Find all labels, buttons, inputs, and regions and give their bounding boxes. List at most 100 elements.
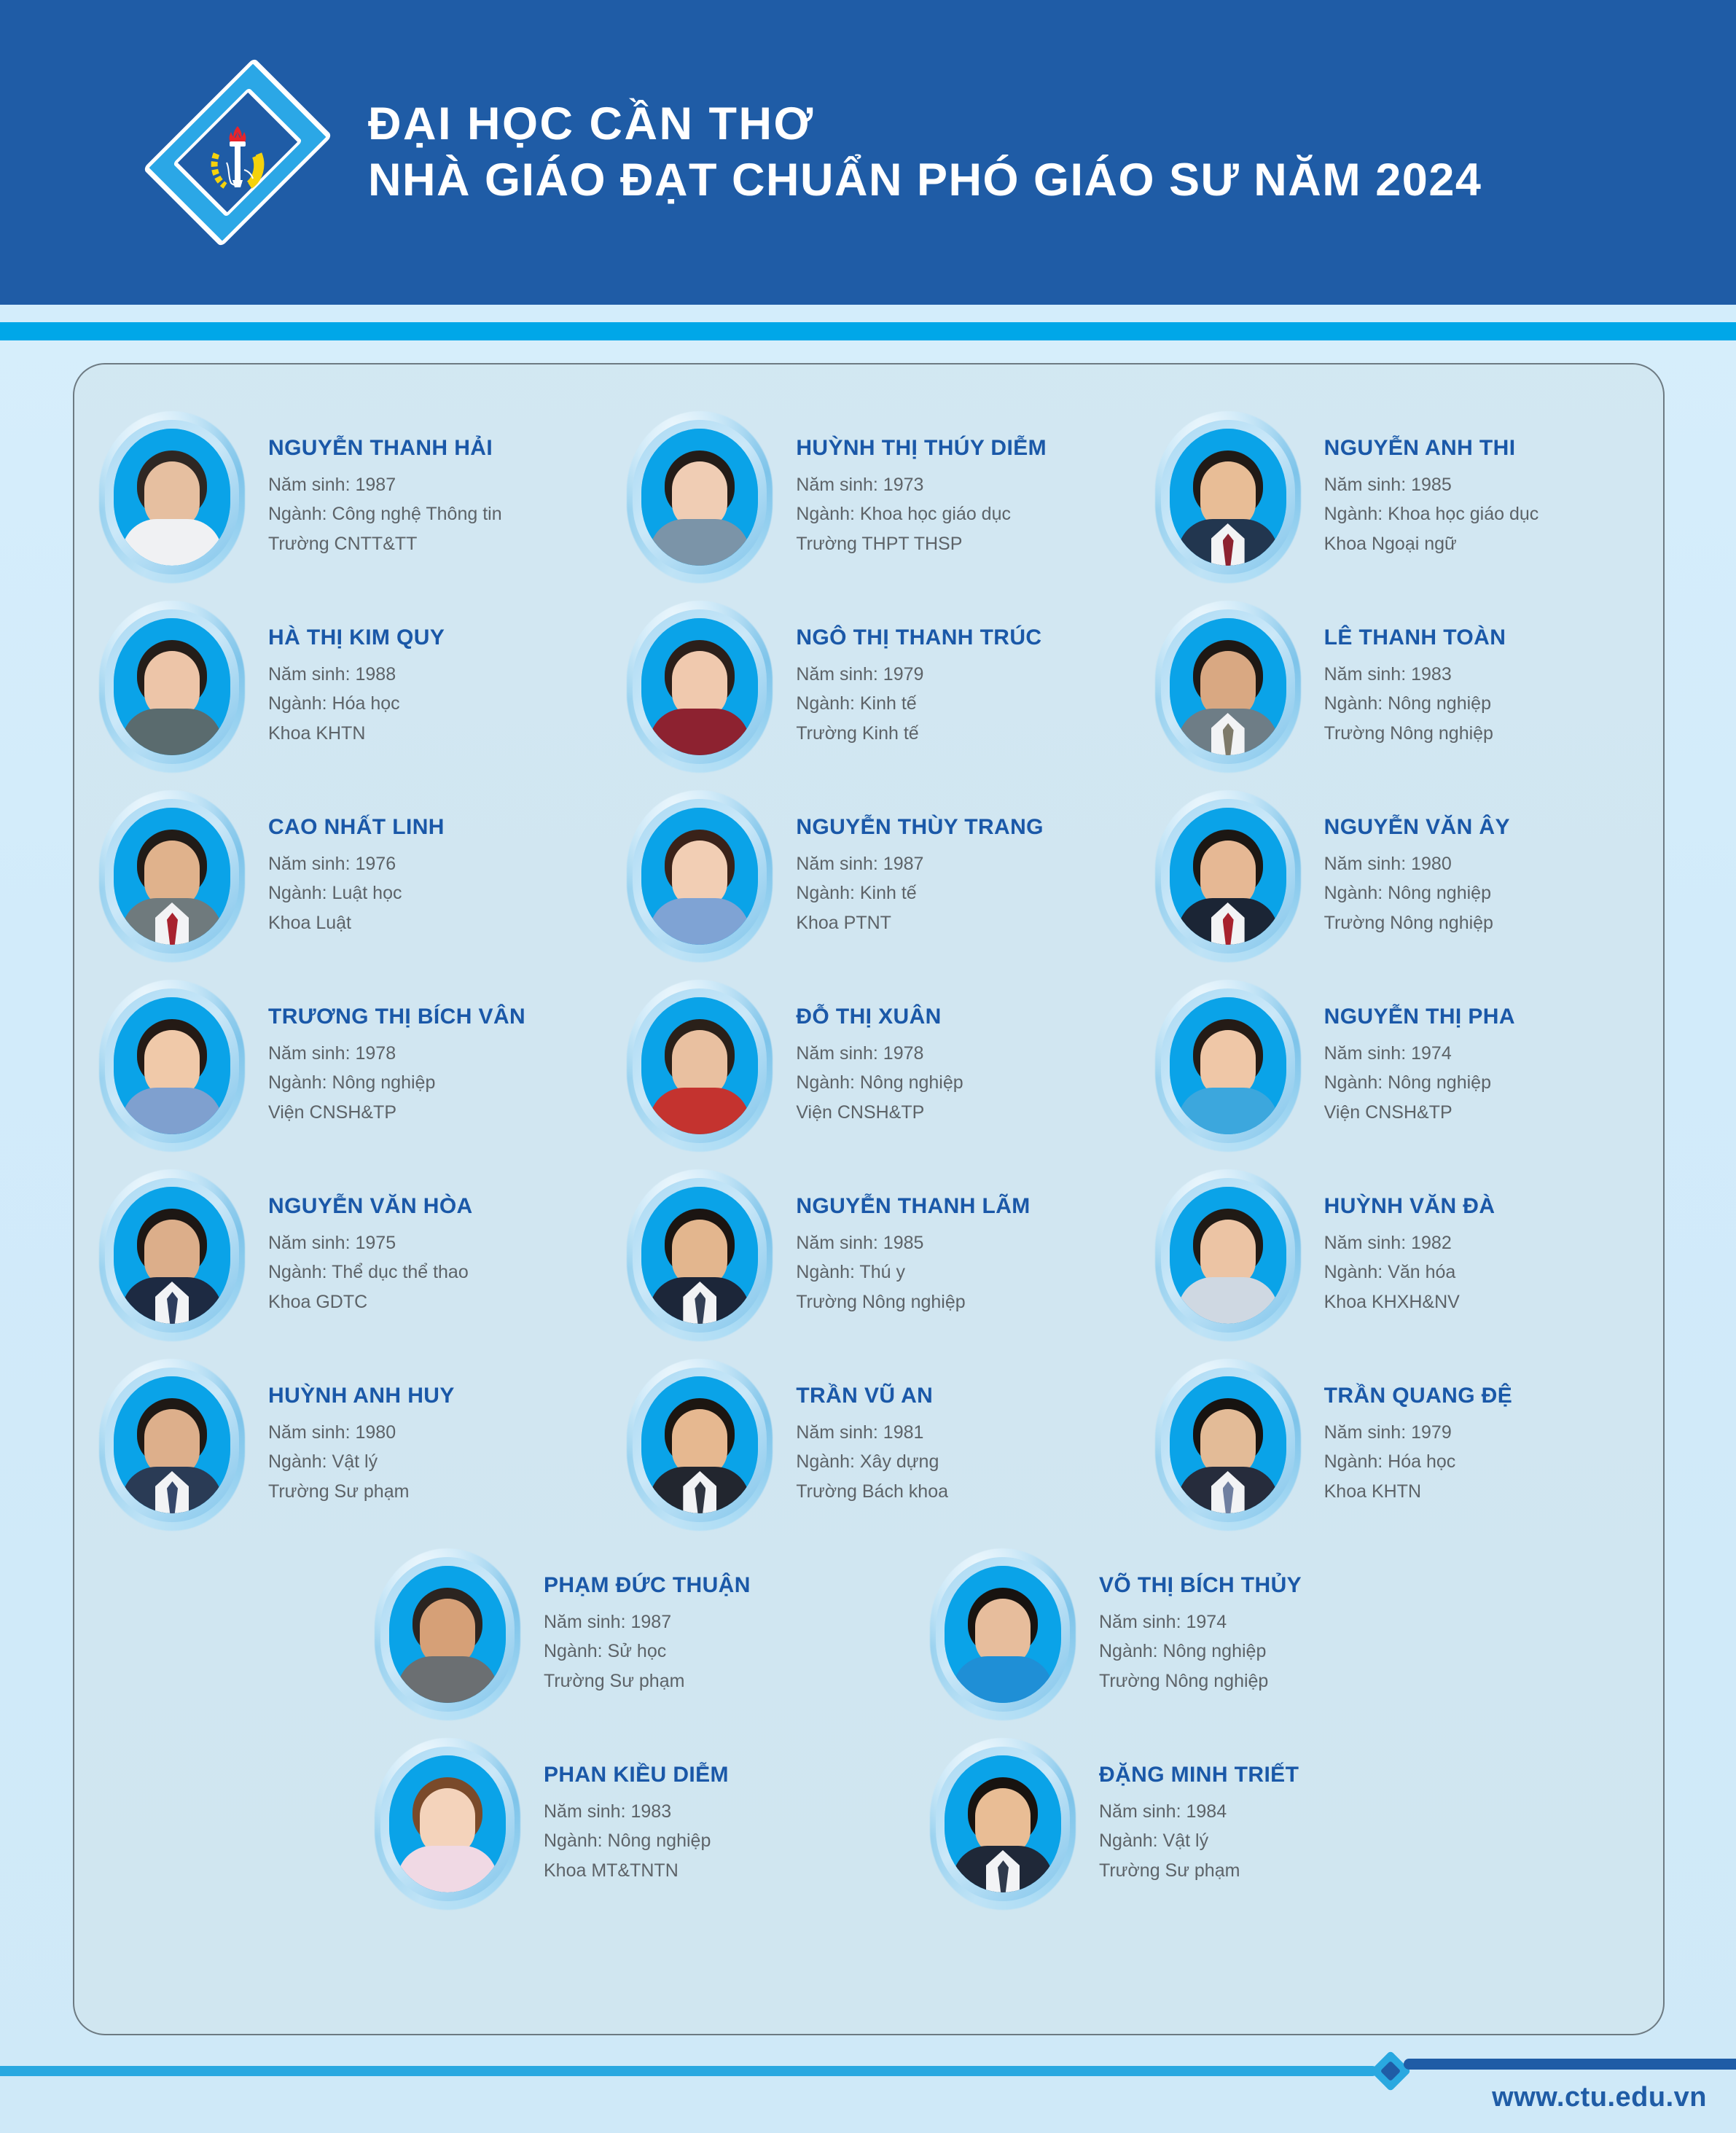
header-title-block: ĐẠI HỌC CẦN THƠ NHÀ GIÁO ĐẠT CHUẨN PHÓ G… [368, 96, 1482, 208]
honoree-unit: Trường Sư phạm [268, 1481, 410, 1502]
honoree-field: Ngành: Nông nghiệp [1323, 1072, 1491, 1093]
portrait-ring [114, 429, 230, 566]
portrait-figure [389, 1566, 506, 1703]
honoree-card[interactable]: NGUYỄN VĂN ÂY Năm sinh: 1980 Ngành: Nông n… [1154, 781, 1640, 971]
honoree-birth-year: Năm sinh: 1974 [1323, 1042, 1452, 1064]
honoree-card[interactable]: HUỲNH THỊ THÚY DIỄM Năm sinh: 1973 Ngành: … [627, 402, 1154, 592]
honoree-name: TRƯƠNG THỊ BÍCH VÂN [268, 1004, 526, 1029]
honoree-portrait [99, 790, 245, 962]
honoree-info: HÀ THỊ KIM QUY Năm sinh: 1988 Ngành: Hóa h… [245, 625, 445, 749]
honoree-card[interactable]: NGUYỄN THỊ PHA Năm sinh: 1974 Ngành: Nông … [1154, 971, 1640, 1161]
honoree-portrait [1154, 1359, 1301, 1531]
honoree-card[interactable]: TRẦN QUANG ĐỆ Năm sinh: 1979 Ngành: Hóa họ… [1154, 1350, 1640, 1540]
honoree-name: PHAN KIỀU DIỄM [544, 1762, 729, 1787]
honoree-info: HUỲNH VĂN ĐÀ Năm sinh: 1982 Ngành: Văn hóa… [1301, 1194, 1495, 1317]
portrait-ring [1169, 997, 1286, 1134]
portrait-figure [641, 618, 759, 755]
honoree-row: PHẠM ĐỨC THUẬN Năm sinh: 1987 Ngành: Sử họ… [99, 1540, 1640, 1729]
honoree-birth-year: Năm sinh: 1981 [796, 1422, 924, 1443]
honoree-card[interactable]: NGUYỄN VĂN HÒA Năm sinh: 1975 Ngành: Thể d… [99, 1161, 627, 1350]
honoree-portrait [627, 790, 773, 962]
portrait-ring [641, 808, 759, 945]
honoree-card[interactable]: NGUYỄN THANH HẢI Năm sinh: 1987 Ngành: Côn… [99, 402, 627, 592]
honoree-info: NGUYỄN VĂN HÒA Năm sinh: 1975 Ngành: Thể d… [245, 1194, 473, 1317]
honoree-portrait [1154, 790, 1301, 962]
honoree-info: TRẦN VŨ AN Năm sinh: 1981 Ngành: Xây dựng T… [773, 1384, 948, 1507]
honoree-birth-year: Năm sinh: 1983 [1323, 663, 1452, 685]
honoree-info: TRƯƠNG THỊ BÍCH VÂN Năm sinh: 1978 Ngành: … [245, 1005, 525, 1128]
honoree-card[interactable]: CAO NHẤT LINH Năm sinh: 1976 Ngành: Luật h… [99, 781, 627, 971]
honoree-info: VÕ THỊ BÍCH THỦY Năm sinh: 1974 Ngành: Nôn… [1076, 1573, 1302, 1696]
portrait-figure [1169, 808, 1286, 945]
honoree-row: HÀ THỊ KIM QUY Năm sinh: 1988 Ngành: Hóa h… [99, 592, 1640, 781]
honoree-unit: Khoa Luật [268, 912, 351, 933]
portrait-figure [114, 997, 230, 1134]
honoree-field: Ngành: Kinh tế [796, 883, 917, 904]
honoree-field: Ngành: Xây dựng [796, 1451, 939, 1473]
page-title: ĐẠI HỌC CẦN THƠ [368, 98, 815, 150]
honoree-unit: Khoa MT&TNTN [544, 1860, 679, 1881]
honoree-card[interactable]: NGUYỄN ANH THI Năm sinh: 1985 Ngành: Khoa … [1154, 402, 1640, 592]
footer-website-url[interactable]: www.ctu.edu.vn [1492, 2082, 1707, 2113]
honoree-card[interactable]: ĐẶNG MINH TRIẾT Năm sinh: 1984 Ngành: Vật … [930, 1729, 1485, 1919]
honoree-birth-year: Năm sinh: 1985 [1323, 474, 1452, 495]
honoree-birth-year: Năm sinh: 1978 [796, 1042, 924, 1064]
honoree-portrait [930, 1548, 1076, 1720]
honoree-field: Ngành: Văn hóa [1323, 1262, 1456, 1283]
honoree-portrait [1154, 411, 1301, 583]
honorees-panel: NGUYỄN THANH HẢI Năm sinh: 1987 Ngành: Côn… [73, 363, 1665, 2035]
honoree-card[interactable]: VÕ THỊ BÍCH THỦY Năm sinh: 1974 Ngành: Nôn… [930, 1540, 1485, 1729]
honoree-name: NGUYỄN THÙY TRANG [796, 814, 1044, 839]
honoree-field: Ngành: Vật lý [268, 1451, 378, 1473]
honoree-portrait [930, 1738, 1076, 1910]
honoree-card[interactable]: NGUYỄN THÙY TRANG Năm sinh: 1987 Ngành: Ki… [627, 781, 1154, 971]
honoree-card[interactable]: TRƯƠNG THỊ BÍCH VÂN Năm sinh: 1978 Ngành: … [99, 971, 627, 1161]
honoree-info: HUỲNH THỊ THÚY DIỄM Năm sinh: 1973 Ngành: … [773, 436, 1047, 559]
honoree-portrait [99, 1169, 245, 1341]
diamond-divider-icon [1369, 2050, 1412, 2092]
portrait-figure [114, 429, 230, 566]
honoree-name: LÊ THANH TOÀN [1323, 625, 1506, 650]
honoree-name: ĐẶNG MINH TRIẾT [1099, 1762, 1299, 1787]
portrait-ring [945, 1566, 1061, 1703]
honoree-field: Ngành: Khoa học giáo dục [1323, 504, 1539, 525]
honoree-info: NGÔ THỊ THANH TRÚC Năm sinh: 1979 Ngành: K… [773, 625, 1041, 749]
honoree-unit: Trường Sư phạm [544, 1670, 685, 1691]
honoree-info: CAO NHẤT LINH Năm sinh: 1976 Ngành: Luật h… [245, 815, 445, 938]
honoree-info: HUỲNH ANH HUY Năm sinh: 1980 Ngành: Vật lý… [245, 1384, 455, 1507]
honoree-birth-year: Năm sinh: 1987 [268, 474, 396, 495]
honoree-name: NGÔ THỊ THANH TRÚC [796, 625, 1042, 650]
honoree-card[interactable]: NGÔ THỊ THANH TRÚC Năm sinh: 1979 Ngành: K… [627, 592, 1154, 781]
honoree-card[interactable]: HUỲNH VĂN ĐÀ Năm sinh: 1982 Ngành: Văn hóa… [1154, 1161, 1640, 1350]
portrait-ring [114, 1187, 230, 1324]
honoree-card[interactable]: HÀ THỊ KIM QUY Năm sinh: 1988 Ngành: Hóa h… [99, 592, 627, 781]
portrait-figure [1169, 997, 1286, 1134]
honoree-field: Ngành: Hóa học [1323, 1451, 1456, 1473]
footer-bar-dark [1404, 2059, 1736, 2070]
honoree-card[interactable]: ĐỖ THỊ XUÂN Năm sinh: 1978 Ngành: Nông ngh… [627, 971, 1154, 1161]
honoree-card[interactable]: HUỲNH ANH HUY Năm sinh: 1980 Ngành: Vật lý… [99, 1350, 627, 1540]
honoree-birth-year: Năm sinh: 1980 [268, 1422, 396, 1443]
honoree-birth-year: Năm sinh: 1979 [796, 663, 924, 685]
honoree-name: NGUYỄN VĂN ÂY [1323, 814, 1510, 839]
portrait-ring [114, 997, 230, 1134]
honoree-field: Ngành: Nông nghiệp [1099, 1641, 1267, 1662]
honoree-portrait [99, 980, 245, 1152]
portrait-ring [945, 1755, 1061, 1892]
honoree-field: Ngành: Thú y [796, 1262, 905, 1283]
honoree-info: NGUYỄN VĂN ÂY Năm sinh: 1980 Ngành: Nông n… [1301, 815, 1510, 938]
portrait-ring [114, 618, 230, 755]
honoree-row: NGUYỄN THANH HẢI Năm sinh: 1987 Ngành: Côn… [99, 402, 1640, 592]
honoree-name: NGUYỄN THỊ PHA [1323, 1004, 1515, 1029]
honoree-card[interactable]: TRẦN VŨ AN Năm sinh: 1981 Ngành: Xây dựng T… [627, 1350, 1154, 1540]
honoree-field: Ngành: Khoa học giáo dục [796, 504, 1011, 525]
honoree-birth-year: Năm sinh: 1985 [796, 1232, 924, 1253]
portrait-ring [641, 429, 759, 566]
honoree-card[interactable]: NGUYỄN THANH LÃM Năm sinh: 1985 Ngành: Thú… [627, 1161, 1154, 1350]
honoree-card[interactable]: LÊ THANH TOÀN Năm sinh: 1983 Ngành: Nông n… [1154, 592, 1640, 781]
honoree-name: HÀ THỊ KIM QUY [268, 625, 445, 650]
honoree-card[interactable]: PHAN KIỀU DIỄM Năm sinh: 1983 Ngành: Nông … [375, 1729, 930, 1919]
honoree-card[interactable]: PHẠM ĐỨC THUẬN Năm sinh: 1987 Ngành: Sử họ… [375, 1540, 930, 1729]
portrait-ring [114, 1376, 230, 1513]
honoree-portrait [99, 411, 245, 583]
